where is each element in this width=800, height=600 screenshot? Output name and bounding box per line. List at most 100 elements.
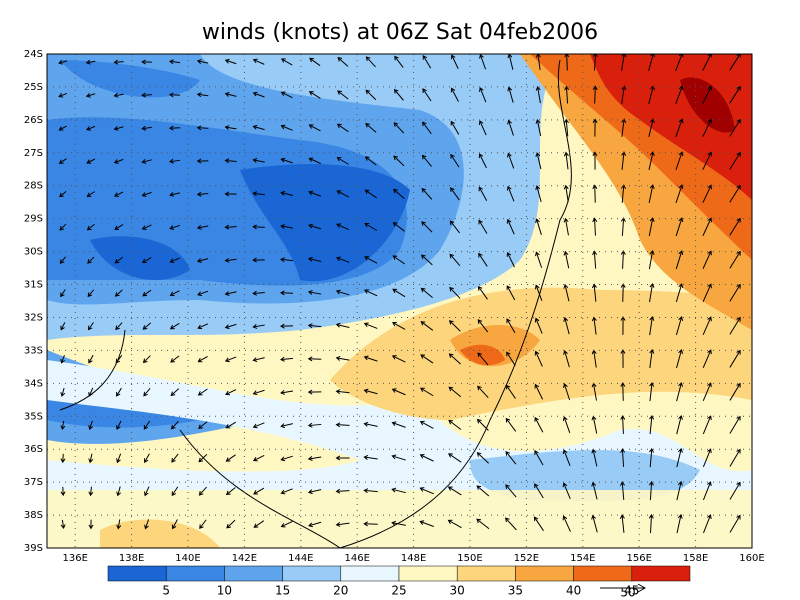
wind-arrow [364, 256, 378, 264]
wind-arrow [535, 185, 542, 203]
wind-arrow [649, 447, 654, 468]
lat-label: 28S [24, 181, 43, 192]
wind-speed-field [47, 54, 752, 548]
wind-arrow [280, 520, 293, 528]
wind-arrow [505, 384, 516, 399]
wind-arrow [448, 419, 462, 430]
wind-arrow [116, 486, 122, 497]
wind-arrow [253, 487, 265, 495]
wind-arrow [196, 92, 209, 98]
wind-arrow [113, 92, 124, 98]
wind-arrow [729, 184, 741, 203]
wind-arrow [141, 92, 152, 98]
wind-arrow [144, 486, 150, 497]
wind-arrow [59, 223, 67, 231]
wind-arrow [86, 223, 95, 231]
axis-labels: 24S 25S 26S 27S 28S 29S 30S 31S 32S 33S 34S 35S 36S 3… [24, 49, 765, 564]
wind-arrow [420, 287, 433, 298]
wind-arrow [675, 217, 684, 237]
wind-arrow [141, 59, 152, 65]
reference-vector-label: 50 [620, 586, 635, 600]
wind-arrow [197, 290, 209, 297]
wind-arrow [675, 316, 684, 336]
wind-arrow [60, 289, 66, 298]
colorbar-label: 20 [333, 584, 348, 598]
colorbar-box [224, 565, 283, 582]
wind-arrow [449, 220, 460, 234]
wind-arrow [171, 486, 179, 497]
wind-arrow [197, 355, 208, 363]
wind-arrow [307, 422, 322, 428]
wind-arrow [280, 124, 293, 131]
wind-arrow [448, 320, 461, 332]
wind-arrow [422, 88, 432, 102]
colorbar-label: 30 [450, 584, 465, 598]
wind-arrow [307, 456, 322, 461]
wind-arrow [335, 289, 350, 296]
wind-arrow [393, 88, 404, 101]
lat-label: 26S [24, 115, 43, 126]
wind-arrow [308, 190, 322, 197]
wind-arrow [116, 519, 122, 530]
wind-arrow [280, 190, 293, 196]
wind-arrow [363, 355, 378, 362]
wind-arrow [729, 151, 741, 170]
wind-arrow [702, 151, 713, 170]
wind-arrow [478, 186, 488, 202]
wind-arrow [365, 89, 377, 101]
wind-arrow [392, 188, 405, 199]
wind-arrow [563, 151, 569, 170]
wind-arrow [335, 322, 350, 329]
wind-arrow [86, 191, 95, 197]
wind-arrow [85, 92, 96, 98]
colorbar-box [456, 565, 516, 582]
wind-arrow [308, 124, 321, 132]
lat-label: 37S [24, 477, 43, 488]
wind-arrow [252, 454, 265, 462]
lat-label: 35S [24, 411, 43, 422]
wind-arrow [391, 355, 406, 363]
wind-arrow [141, 125, 152, 131]
wind-arrow [224, 257, 237, 263]
wind-arrow [535, 218, 542, 235]
lat-label: 31S [24, 280, 43, 291]
wind-arrow [729, 118, 741, 137]
wind-arrow [676, 513, 683, 534]
wind-arrow [336, 190, 350, 198]
wind-arrow [336, 223, 350, 231]
lon-label: 142E [232, 553, 257, 564]
wind-arrow [113, 125, 124, 131]
wind-arrow [198, 486, 207, 496]
wind-arrow [449, 253, 461, 267]
wind-arrow [477, 352, 489, 366]
wind-arrow [563, 184, 569, 203]
wind-arrow [620, 382, 626, 401]
wind-arrow [280, 157, 293, 164]
wind-arrow [364, 189, 377, 199]
wind-arrow [648, 151, 655, 171]
wind-arrow [450, 54, 459, 69]
wind-arrow [479, 86, 487, 103]
wind-arrow [169, 257, 180, 264]
wind-arrow [392, 321, 406, 330]
wind-arrow [477, 285, 488, 300]
lon-label: 150E [457, 553, 482, 564]
wind-arrow [141, 191, 152, 197]
wind-arrow [58, 125, 67, 131]
wind-arrow [224, 356, 237, 363]
wind-arrow [113, 158, 124, 164]
wind-arrow [649, 283, 655, 303]
wind-arrow [649, 315, 655, 336]
wind-arrow [280, 91, 293, 99]
wind-arrow [702, 415, 712, 435]
wind-arrow [392, 288, 406, 298]
wind-arrow [591, 283, 597, 302]
wind-arrow [364, 223, 378, 231]
wind-arrow [143, 387, 151, 397]
graticule [47, 54, 752, 548]
wind-arrow [169, 290, 180, 297]
wind-arrow [562, 416, 571, 434]
colorbar-box [515, 565, 574, 582]
wind-arrow [702, 283, 712, 302]
wind-arrow [447, 486, 462, 496]
